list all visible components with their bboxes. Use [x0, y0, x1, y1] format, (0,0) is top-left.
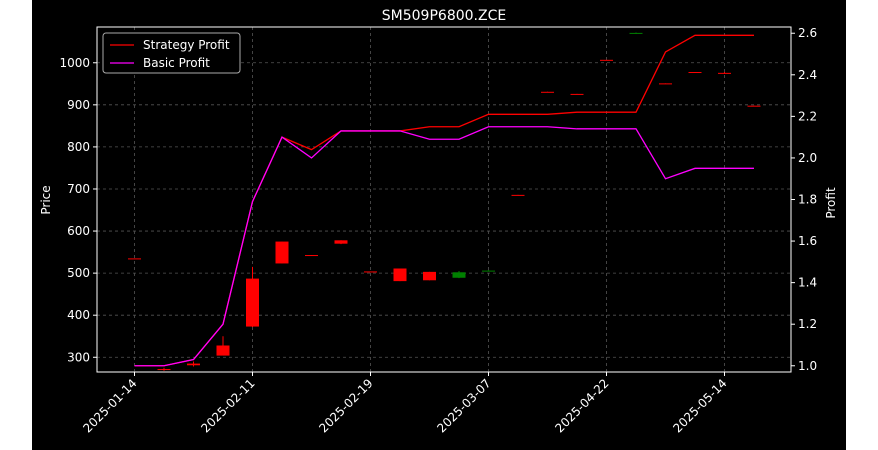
right-tick-label: 1.6	[798, 234, 817, 248]
candle-body	[157, 369, 171, 371]
candle-body	[688, 72, 702, 74]
candle-body	[659, 83, 672, 85]
candle-body	[364, 271, 377, 273]
legend: Strategy Profit Basic Profit	[102, 32, 241, 74]
candlesticks	[128, 32, 761, 371]
right-tick-label: 1.0	[798, 359, 817, 373]
left-tick-label: 400	[67, 308, 90, 322]
candle-body	[334, 240, 348, 244]
left-tick-label: 800	[67, 140, 90, 154]
right-tick-label: 2.0	[798, 151, 817, 165]
candle-body	[216, 345, 230, 356]
figure-background	[32, 0, 846, 450]
candle-body	[570, 93, 584, 95]
grid-lines	[97, 27, 791, 372]
chart-title: SM509P6800.ZCE	[382, 8, 506, 24]
left-tick-label: 1000	[59, 56, 90, 70]
candle-body	[305, 255, 318, 257]
candle-body	[511, 194, 525, 196]
candle-body	[747, 105, 761, 107]
candle-body	[482, 270, 495, 272]
basic-profit-line	[134, 126, 754, 367]
right-tick-label: 2.4	[798, 68, 817, 82]
candle-body	[187, 363, 200, 366]
left-tick-label: 600	[67, 224, 90, 238]
candle-body	[541, 91, 554, 93]
left-tick-label: 300	[67, 350, 90, 364]
right-axis: 1.0 1.2 1.4 1.6 1.8 2.0 2.2 2.4 2.6	[791, 26, 817, 373]
candle-body	[718, 72, 731, 74]
candle-body	[128, 258, 141, 260]
left-axis-label: Price	[39, 185, 53, 214]
profit-lines	[134, 34, 754, 367]
candle-body	[275, 241, 289, 264]
candle-body	[423, 271, 436, 281]
right-tick-label: 2.6	[798, 26, 817, 40]
legend-box	[102, 32, 241, 74]
legend-label-basic: Basic Profit	[143, 56, 210, 70]
right-tick-label: 1.4	[798, 276, 817, 290]
right-tick-label: 1.2	[798, 317, 817, 331]
left-tick-label: 500	[67, 266, 90, 280]
candle-body	[600, 59, 613, 61]
candle-body	[246, 278, 259, 327]
right-tick-label: 1.8	[798, 193, 817, 207]
candle-body	[393, 268, 407, 282]
candle-body	[629, 32, 643, 34]
legend-label-strategy: Strategy Profit	[143, 38, 230, 52]
left-tick-label: 900	[67, 98, 90, 112]
right-axis-label: Profit	[824, 187, 838, 219]
left-tick-label: 700	[67, 182, 90, 196]
candle-body	[452, 272, 466, 278]
left-axis: 300 400 500 600 700 800 900 1000	[59, 56, 97, 364]
right-tick-label: 2.2	[798, 109, 817, 123]
